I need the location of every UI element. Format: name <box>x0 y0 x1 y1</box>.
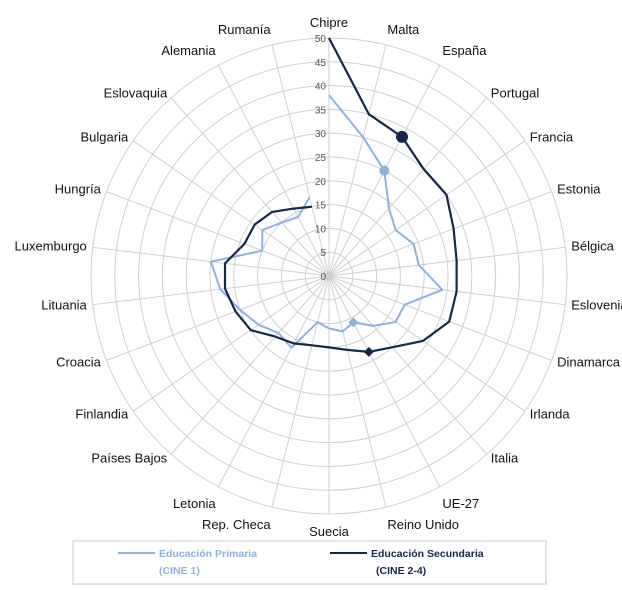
category-label: Dinamarca <box>557 355 621 370</box>
series-line-1 <box>225 38 457 352</box>
category-label: Alemania <box>161 43 216 58</box>
tick-label: 10 <box>315 224 327 235</box>
category-label: Suecia <box>309 524 350 539</box>
legend-label-primaria-line2: (CINE 1) <box>159 565 200 577</box>
grid-spoke-18 <box>106 276 329 360</box>
category-label: Rep. Checa <box>202 517 271 532</box>
category-label: Luxemburgo <box>15 239 87 254</box>
legend-label-secundaria-line2: (CINE 2-4) <box>376 565 426 577</box>
tick-label: 50 <box>315 34 327 45</box>
tick-label: 0 <box>320 272 326 283</box>
tick-label: 30 <box>315 129 327 140</box>
radial-axis-ticks: 0 5 10 15 20 25 30 35 40 45 50 <box>315 34 327 283</box>
category-label: Países Bajos <box>91 451 167 466</box>
tick-label: 40 <box>315 82 327 93</box>
radar-grid <box>91 38 567 514</box>
tick-label: 5 <box>320 248 326 259</box>
category-label: Bélgica <box>571 239 614 254</box>
category-label: Irlanda <box>530 407 571 422</box>
series-1-point-2 <box>396 131 408 143</box>
category-label: Finlandia <box>75 407 129 422</box>
legend-label-primaria-line1: Educación Primaria <box>159 548 257 560</box>
category-label: Reino Unido <box>387 517 459 532</box>
tick-label: 20 <box>315 177 327 188</box>
category-label: Hungría <box>55 182 102 197</box>
grid-spoke-5 <box>329 192 552 276</box>
tick-label: 45 <box>315 58 327 69</box>
category-label: Rumanía <box>218 22 272 37</box>
tick-label: 25 <box>315 153 327 164</box>
category-label: Lituania <box>41 297 87 312</box>
grid-spoke-14 <box>272 276 329 507</box>
series-0-point-2 <box>379 166 389 176</box>
category-label: Estonia <box>557 182 601 197</box>
highlight-diamond-series-1 <box>364 347 374 357</box>
category-label: Letonia <box>173 496 216 511</box>
category-label: UE-27 <box>442 496 479 511</box>
category-label: Eslovenia <box>571 297 622 312</box>
grid-spoke-21 <box>106 192 329 276</box>
category-label: Portugal <box>491 85 540 100</box>
legend-label-secundaria-line1: Educación Secundaria <box>371 548 484 560</box>
category-label: España <box>442 43 487 58</box>
legend: Educación Primaria (CINE 1) Educación Se… <box>73 541 546 584</box>
category-label: Bulgaria <box>80 129 128 144</box>
tick-label: 35 <box>315 105 327 116</box>
tick-label: 15 <box>315 201 327 212</box>
category-label: Malta <box>387 22 420 37</box>
category-label: Francia <box>530 129 574 144</box>
category-label: Croacia <box>56 355 102 370</box>
category-label: Chipre <box>310 15 348 30</box>
grid-spoke-12 <box>329 276 386 507</box>
category-label: Italia <box>491 451 519 466</box>
category-label: Eslovaquia <box>104 85 168 100</box>
